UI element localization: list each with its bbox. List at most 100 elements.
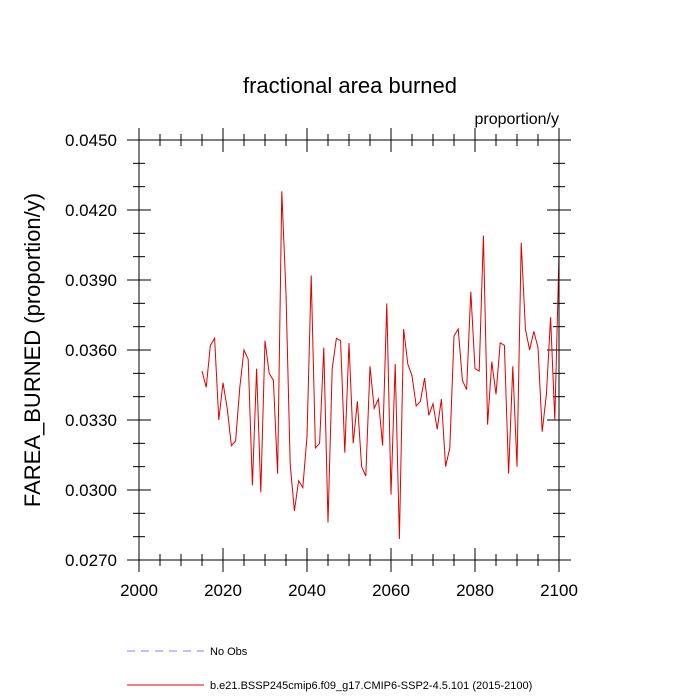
x-tick-label: 2060 xyxy=(372,581,410,600)
data-point xyxy=(332,368,333,369)
data-point xyxy=(462,380,463,381)
data-point xyxy=(315,448,316,449)
x-tick-label: 2080 xyxy=(456,581,494,600)
data-point xyxy=(227,408,228,409)
data-point xyxy=(239,387,240,388)
data-point xyxy=(479,371,480,372)
legend-model-label: b.e21.BSSP245cmip6.f09_g17.CMIP6-SSP2-4.… xyxy=(210,680,532,692)
legend: No Obs b.e21.BSSP245cmip6.f09_g17.CMIP6-… xyxy=(127,646,532,692)
data-point xyxy=(277,473,278,474)
data-point xyxy=(512,366,513,367)
data-point xyxy=(319,443,320,444)
axis-ticks xyxy=(127,128,571,572)
data-point xyxy=(458,329,459,330)
x-tick-label: 2020 xyxy=(204,581,242,600)
data-point xyxy=(391,494,392,495)
data-point xyxy=(466,389,467,390)
x-tick-label: 2000 xyxy=(120,581,158,600)
data-point xyxy=(294,511,295,512)
data-point xyxy=(496,394,497,395)
data-point xyxy=(428,415,429,416)
data-point xyxy=(533,331,534,332)
data-point xyxy=(475,368,476,369)
y-tick-label: 0.0360 xyxy=(65,341,117,360)
data-point xyxy=(336,338,337,339)
x-tick-label: 2040 xyxy=(288,581,326,600)
data-point xyxy=(290,464,291,465)
data-point xyxy=(433,403,434,404)
data-point xyxy=(529,350,530,351)
data-point xyxy=(361,466,362,467)
data-point xyxy=(454,336,455,337)
data-point xyxy=(218,420,219,421)
data-point xyxy=(424,378,425,379)
y-tick-label: 0.0300 xyxy=(65,481,117,500)
y-tick-label: 0.0420 xyxy=(65,201,117,220)
data-point xyxy=(449,448,450,449)
data-point xyxy=(403,329,404,330)
data-point xyxy=(298,480,299,481)
data-point xyxy=(307,436,308,437)
data-point xyxy=(500,343,501,344)
data-point xyxy=(508,473,509,474)
data-point xyxy=(441,399,442,400)
data-point xyxy=(399,539,400,540)
y-tick-label: 0.0450 xyxy=(65,131,117,150)
data-point xyxy=(538,347,539,348)
data-point xyxy=(349,343,350,344)
y-axis-label: FAREA_BURNED (proportion/y) xyxy=(20,193,45,507)
data-point xyxy=(395,364,396,365)
data-point xyxy=(202,371,203,372)
data-point xyxy=(256,368,257,369)
legend-no-obs-label: No Obs xyxy=(210,646,248,658)
data-point xyxy=(340,340,341,341)
data-point xyxy=(328,522,329,523)
data-point xyxy=(252,485,253,486)
data-point xyxy=(504,345,505,346)
data-point xyxy=(487,424,488,425)
data-point xyxy=(214,338,215,339)
data-point xyxy=(546,394,547,395)
data-point xyxy=(235,441,236,442)
y-tick-label: 0.0330 xyxy=(65,411,117,430)
data-point xyxy=(386,303,387,304)
data-point xyxy=(231,445,232,446)
data-point xyxy=(525,329,526,330)
x-tick-label: 2100 xyxy=(540,581,578,600)
series-layer xyxy=(201,191,559,540)
data-point xyxy=(542,431,543,432)
data-point xyxy=(416,406,417,407)
data-point xyxy=(265,340,266,341)
data-point xyxy=(344,452,345,453)
data-point xyxy=(550,317,551,318)
y-tick-label: 0.0390 xyxy=(65,271,117,290)
data-point xyxy=(210,345,211,346)
data-point xyxy=(357,401,358,402)
data-point xyxy=(281,191,282,192)
data-point xyxy=(470,291,471,292)
data-point xyxy=(302,487,303,488)
data-point xyxy=(323,347,324,348)
data-point xyxy=(206,387,207,388)
data-point xyxy=(483,235,484,236)
data-point xyxy=(273,380,274,381)
units-label: proportion/y xyxy=(475,111,560,128)
data-point xyxy=(437,429,438,430)
data-point xyxy=(517,466,518,467)
data-point xyxy=(244,350,245,351)
data-point xyxy=(420,401,421,402)
data-point xyxy=(260,492,261,493)
data-point xyxy=(445,466,446,467)
data-point xyxy=(311,275,312,276)
data-point xyxy=(269,373,270,374)
data-point xyxy=(353,443,354,444)
data-point xyxy=(382,445,383,446)
data-point xyxy=(365,476,366,477)
data-point xyxy=(412,375,413,376)
data-point xyxy=(374,408,375,409)
chart-title: fractional area burned xyxy=(243,73,457,98)
data-point xyxy=(248,359,249,360)
plot-frame xyxy=(138,139,560,561)
y-tick-label: 0.0270 xyxy=(65,551,117,570)
